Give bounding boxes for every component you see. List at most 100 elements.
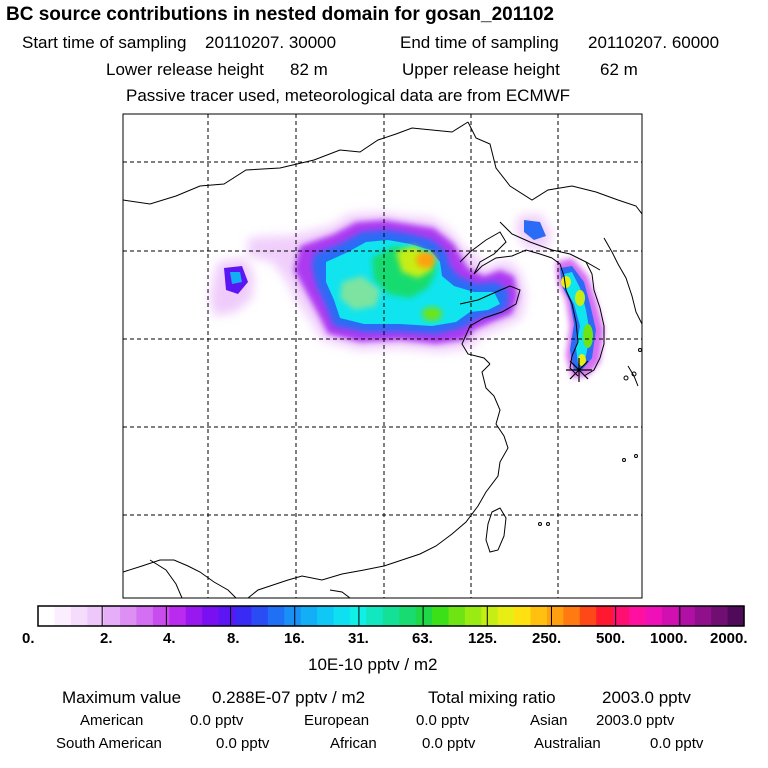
cbar-tick-125: 125. <box>468 630 498 647</box>
upper-height-label: Upper release height <box>402 60 560 79</box>
colorbar-swatch <box>432 606 450 626</box>
korea-green-3 <box>583 324 593 348</box>
colorbar-swatch <box>612 606 630 626</box>
colorbar-swatch <box>448 606 466 626</box>
island-4 <box>634 454 638 458</box>
source-american-value: 0.0 pptv <box>190 712 244 729</box>
lower-height-label: Lower release height <box>106 60 264 79</box>
source-european-value: 0.0 pptv <box>416 712 470 729</box>
gridlines <box>123 114 642 598</box>
lower-height-value: 82 m <box>290 60 328 79</box>
map-frame <box>122 113 643 599</box>
colorbar <box>37 605 745 627</box>
colorbar-swatch <box>382 606 400 626</box>
total-mixing-value: 2003.0 pptv <box>602 688 691 707</box>
border-mongolia-china <box>123 121 469 205</box>
upper-height-value: 62 m <box>600 60 638 79</box>
border-china-russia-ne <box>467 121 642 215</box>
cbar-tick-63: 63. <box>412 630 433 647</box>
colorbar-swatch <box>54 606 72 626</box>
colorbar-unit: 10E-10 pptv / m2 <box>308 655 438 674</box>
colorbar-swatch <box>678 606 696 626</box>
cbar-tick-4: 4. <box>163 630 176 647</box>
island-1 <box>623 375 629 381</box>
chart-title: BC source contributions in nested domain… <box>6 4 554 25</box>
blob-west-core <box>230 272 242 284</box>
source-australian-label: Australian <box>534 735 601 752</box>
source-american-label: American <box>80 712 144 729</box>
korea-yellow-4 <box>578 354 586 366</box>
plume-green-spot <box>422 307 442 321</box>
colorbar-swatch <box>120 606 138 626</box>
colorbar-swatch <box>185 606 203 626</box>
cbar-tick-500: 500. <box>596 630 626 647</box>
japan-coast <box>603 237 642 325</box>
colorbar-swatch <box>267 606 285 626</box>
colorbar-swatch <box>727 606 745 626</box>
model-note: Passive tracer used, meteorological data… <box>126 86 571 105</box>
total-mixing-label: Total mixing ratio <box>428 688 556 707</box>
colorbar-swatch <box>546 606 564 626</box>
colorbar-swatch <box>87 606 105 626</box>
colorbar-swatch <box>629 606 647 626</box>
colorbar-swatch <box>235 606 253 626</box>
island-5 <box>538 522 542 526</box>
colorbar-swatch <box>136 606 154 626</box>
south-china-coast <box>247 559 403 598</box>
colorbar-swatch <box>38 606 56 626</box>
korea-coast-east <box>583 261 605 377</box>
taiwan <box>485 507 507 553</box>
west-mountains-border <box>123 559 237 598</box>
source-african-value: 0.0 pptv <box>422 735 476 752</box>
source-south-american-label: South American <box>56 735 162 752</box>
source-asian-label: Asian <box>530 712 568 729</box>
colorbar-swatch <box>70 606 88 626</box>
colorbar-frame <box>37 605 745 627</box>
colorbar-swatch <box>169 606 187 626</box>
colorbar-swatch <box>333 606 351 626</box>
colorbar-swatch <box>103 606 121 626</box>
cbar-tick-8: 8. <box>227 630 240 647</box>
liaodong-coast <box>473 249 553 275</box>
cbar-tick-16: 16. <box>284 630 305 647</box>
concentration-field <box>210 212 604 378</box>
source-european-label: European <box>304 712 370 729</box>
island-3 <box>622 458 626 462</box>
start-time-label: Start time of sampling <box>22 33 187 52</box>
colorbar-swatch <box>661 606 679 626</box>
cbar-tick-1000: 1000. <box>650 630 688 647</box>
colorbar-swatch <box>415 606 433 626</box>
source-south-american-value: 0.0 pptv <box>216 735 270 752</box>
source-asian-value: 2003.0 pptv <box>596 712 675 729</box>
colorbar-swatch <box>579 606 597 626</box>
colorbar-swatch <box>152 606 170 626</box>
colorbar-swatch <box>251 606 269 626</box>
shandong-coast <box>459 285 521 365</box>
cbar-tick-250: 250. <box>532 630 562 647</box>
plume-orange-core <box>416 252 436 268</box>
plume-green2 <box>340 276 380 310</box>
colorbar-swatch <box>464 606 482 626</box>
blob-ne <box>524 220 546 240</box>
colorbar-swatch <box>284 606 302 626</box>
island-2 <box>631 371 637 377</box>
colorbar-swatch <box>366 606 384 626</box>
cbar-tick-2: 2. <box>100 630 113 647</box>
colorbar-swatch <box>711 606 729 626</box>
colorbar-swatch <box>514 606 532 626</box>
korea-yellow-2 <box>575 290 585 306</box>
hainan-edge <box>329 589 351 598</box>
source-australian-value: 0.0 pptv <box>650 735 704 752</box>
end-time-value: 20110207. 60000 <box>588 33 720 52</box>
max-value-label: Maximum value <box>62 688 182 707</box>
colorbar-swatch <box>530 606 548 626</box>
colorbar-swatch <box>399 606 417 626</box>
max-value: 0.288E-07 pptv / m2 <box>212 688 366 707</box>
colorbar-swatch <box>645 606 663 626</box>
cbar-tick-0: 0. <box>22 630 35 647</box>
colorbar-swatch <box>317 606 335 626</box>
cbar-tick-31: 31. <box>348 630 369 647</box>
colorbar-swatch <box>218 606 236 626</box>
colorbar-swatch <box>481 606 499 626</box>
